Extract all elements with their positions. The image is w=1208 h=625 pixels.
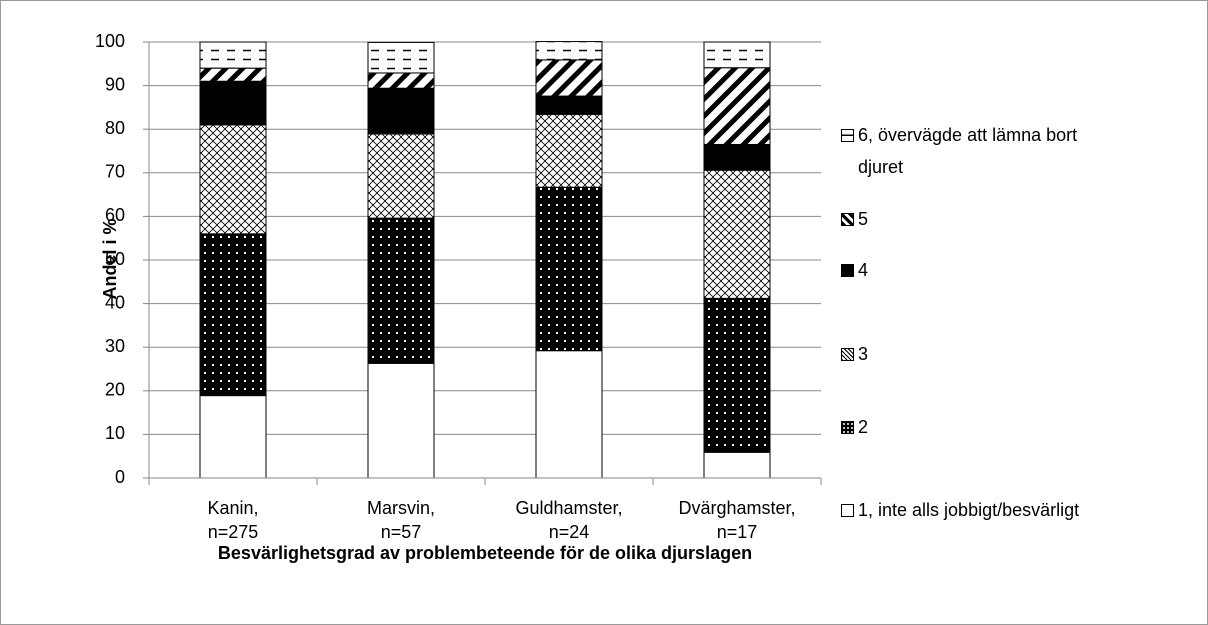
bar-segment	[703, 67, 771, 145]
bar-segment	[535, 95, 603, 115]
x-tick-label: Kanin, n=275	[207, 498, 259, 542]
legend-swatch	[841, 264, 854, 277]
x-axis-title: Besvärlighetsgrad av problembeteende för…	[218, 543, 752, 563]
bar-segment	[703, 297, 771, 453]
bar-segment	[535, 59, 603, 97]
bar-segment	[535, 186, 603, 352]
y-tick-label: 60	[105, 205, 125, 225]
legend-label: 3	[858, 344, 869, 364]
legend-label: 1, inte alls jobbigt/besvärligt	[858, 500, 1080, 520]
bar-segment	[535, 41, 603, 61]
bar-segment	[367, 217, 435, 364]
y-tick-label: 50	[105, 249, 125, 269]
legend-item: 3	[841, 338, 1108, 370]
y-tick-label: 100	[95, 31, 125, 51]
bar-segment	[367, 72, 435, 89]
bar-segment	[535, 350, 603, 479]
x-tick-label: Guldhamster, n=24	[515, 498, 623, 542]
legend-item: 1, inte alls jobbigt/besvärligt	[841, 494, 1108, 526]
y-tick-label: 0	[115, 467, 125, 487]
y-axis-title: Andel i %	[100, 218, 120, 299]
bar-segment	[703, 143, 771, 171]
y-tick-label: 30	[105, 336, 125, 356]
bar-segment	[199, 67, 267, 82]
x-tick-label: Dvärghamster, n=17	[678, 498, 796, 542]
legend-item: 2	[841, 411, 1108, 443]
y-tick-label: 10	[105, 423, 125, 443]
bar-segment	[703, 41, 771, 69]
bar-segment	[199, 41, 267, 69]
legend-item: 4	[841, 254, 1108, 286]
bar-segment	[367, 362, 435, 479]
legend-label: 5	[858, 209, 869, 229]
bar-segment	[367, 87, 435, 135]
bar-segment	[535, 113, 603, 188]
x-tick-label: Marsvin, n=57	[366, 498, 435, 542]
bar-segment	[199, 124, 267, 235]
bar-segment	[703, 169, 771, 299]
y-tick-label: 40	[105, 292, 125, 312]
bar-segment	[199, 395, 267, 479]
legend-item: 6, övervägde att lämna bort djuret	[841, 119, 1108, 183]
legend-item: 5	[841, 203, 1108, 235]
legend-swatch	[841, 129, 854, 142]
bar-segment	[199, 80, 267, 126]
y-tick-label: 90	[105, 74, 125, 94]
legend-swatch	[841, 213, 854, 226]
bar-segment	[367, 41, 435, 74]
legend-swatch	[841, 348, 854, 361]
bar-segment	[199, 233, 267, 397]
legend-swatch	[841, 504, 854, 517]
y-tick-label: 70	[105, 162, 125, 182]
y-tick-label: 20	[105, 380, 125, 400]
legend-swatch	[841, 421, 854, 434]
legend-label: 2	[858, 417, 869, 437]
legend-label: 6, övervägde att lämna bort djuret	[858, 125, 1078, 177]
y-tick-label: 80	[105, 118, 125, 138]
bar-segment	[367, 133, 435, 219]
bar-segment	[703, 451, 771, 479]
legend-label: 4	[858, 260, 869, 280]
